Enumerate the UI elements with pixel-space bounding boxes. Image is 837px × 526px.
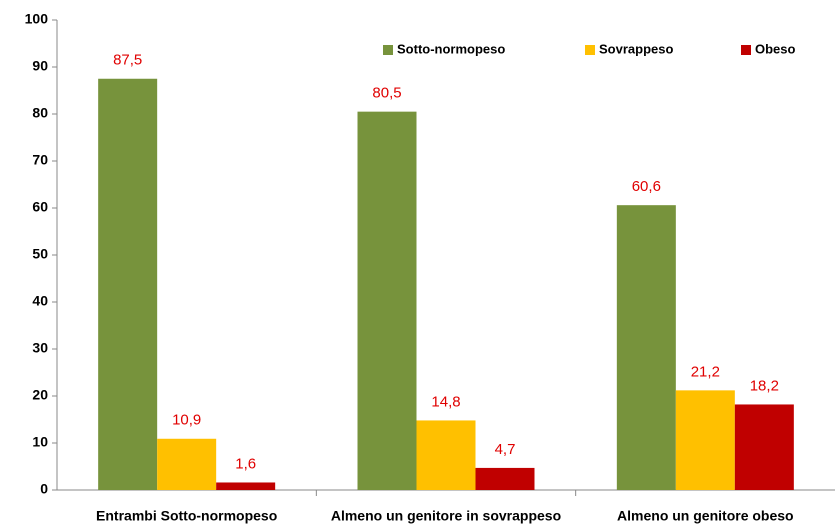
y-tick-label: 0 bbox=[40, 481, 48, 497]
legend-marker bbox=[585, 45, 595, 55]
legend-label: Sotto-normopeso bbox=[397, 41, 505, 56]
x-tick-label: Entrambi Sotto-normopeso bbox=[96, 508, 277, 524]
y-tick-label: 40 bbox=[32, 293, 48, 309]
legend-label: Obeso bbox=[755, 41, 796, 56]
value-label: 18,2 bbox=[750, 377, 779, 394]
y-tick-label: 100 bbox=[25, 11, 49, 27]
value-label: 14,8 bbox=[431, 393, 460, 410]
y-tick-label: 90 bbox=[32, 58, 48, 74]
x-tick-label: Almeno un genitore in sovrappeso bbox=[331, 508, 561, 524]
value-label: 80,5 bbox=[372, 85, 401, 102]
y-tick-label: 80 bbox=[32, 105, 48, 121]
y-tick-label: 70 bbox=[32, 152, 48, 168]
value-label: 21,2 bbox=[691, 363, 720, 380]
value-label: 4,7 bbox=[495, 441, 516, 458]
bar bbox=[475, 467, 535, 490]
bar bbox=[734, 404, 794, 490]
legend-marker bbox=[383, 45, 393, 55]
legend-label: Sovrappeso bbox=[599, 41, 673, 56]
value-label: 60,6 bbox=[632, 178, 661, 195]
bar bbox=[98, 78, 158, 490]
bar bbox=[357, 111, 417, 491]
y-tick-label: 50 bbox=[32, 246, 48, 262]
value-label: 1,6 bbox=[235, 455, 256, 472]
bar bbox=[616, 205, 676, 490]
bar bbox=[675, 390, 735, 490]
x-tick-label: Almeno un genitore obeso bbox=[617, 508, 794, 524]
legend-marker bbox=[741, 45, 751, 55]
value-label: 87,5 bbox=[113, 52, 142, 69]
y-tick-label: 20 bbox=[32, 387, 48, 403]
y-tick-label: 30 bbox=[32, 340, 48, 356]
y-tick-label: 60 bbox=[32, 199, 48, 215]
y-tick-label: 10 bbox=[32, 434, 48, 450]
bar bbox=[216, 482, 276, 490]
bar bbox=[416, 420, 476, 490]
bar bbox=[157, 438, 217, 490]
value-label: 10,9 bbox=[172, 412, 201, 429]
